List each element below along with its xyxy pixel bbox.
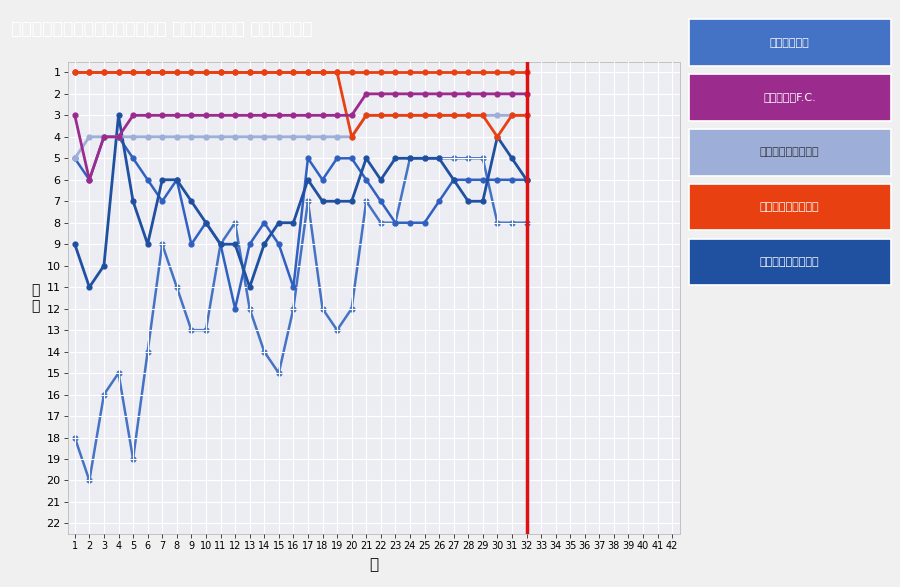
FancyBboxPatch shape xyxy=(688,74,891,121)
FancyBboxPatch shape xyxy=(688,129,891,176)
Text: ２０２１明治安田生命Ｊ２リーグ 順位推移グラフ 【第３２節】: ２０２１明治安田生命Ｊ２リーグ 順位推移グラフ 【第３２節】 xyxy=(11,20,312,38)
Text: ジュビロ磐田: ジュビロ磐田 xyxy=(770,38,810,48)
Text: ヴァンフォーレ甲府: ヴァンフォーレ甲府 xyxy=(760,257,820,267)
FancyBboxPatch shape xyxy=(688,19,891,66)
X-axis label: 節: 節 xyxy=(369,556,378,572)
Text: アルビレックス新潟: アルビレックス新潟 xyxy=(760,202,820,212)
Text: 京都サンガF.C.: 京都サンガF.C. xyxy=(763,93,816,103)
FancyBboxPatch shape xyxy=(688,184,891,231)
FancyBboxPatch shape xyxy=(688,239,891,285)
Text: Ｖ・ファーレン長崎: Ｖ・ファーレン長崎 xyxy=(760,147,820,157)
Y-axis label: 順
位: 順 位 xyxy=(31,283,40,313)
